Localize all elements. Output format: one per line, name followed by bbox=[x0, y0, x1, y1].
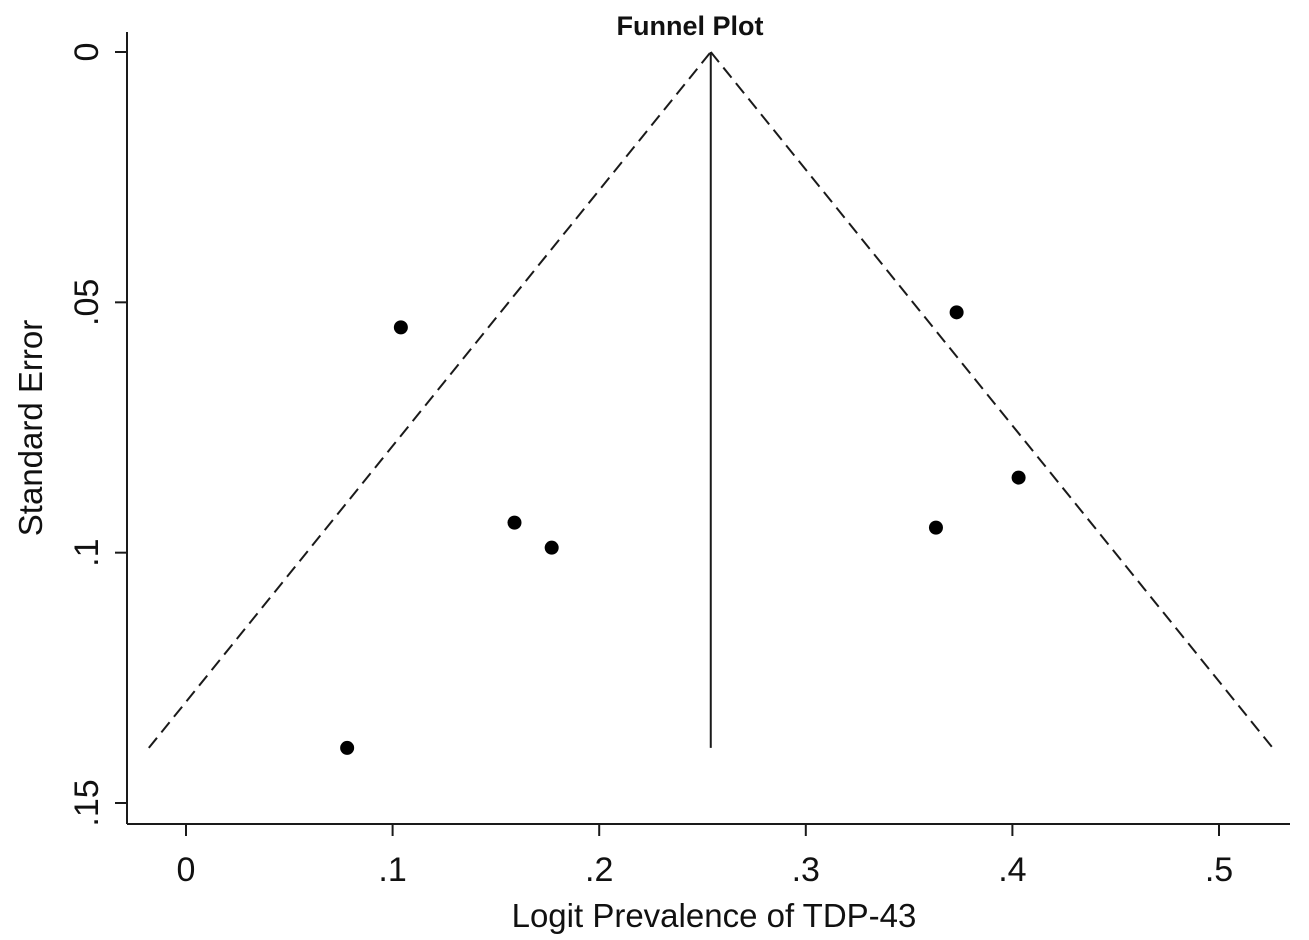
funnel-lines bbox=[148, 51, 1274, 749]
y-tick-label: .15 bbox=[68, 779, 106, 826]
x-tick-label: .2 bbox=[585, 851, 613, 889]
study-point bbox=[928, 520, 943, 535]
x-tick-label: 0 bbox=[177, 851, 196, 889]
x-tick-label: .4 bbox=[998, 851, 1026, 889]
study-point bbox=[507, 515, 522, 530]
funnel-right-limit bbox=[709, 51, 1274, 749]
y-tick-label: 0 bbox=[68, 43, 106, 62]
study-point bbox=[1011, 470, 1026, 485]
funnel-left-limit bbox=[148, 51, 712, 749]
ticks: 0 .1 .2 .3 .4 .5 0 .05 .1 .15 bbox=[68, 43, 1233, 889]
study-point bbox=[340, 740, 355, 755]
axes bbox=[126, 32, 1290, 825]
study-point bbox=[544, 540, 559, 555]
x-tick-label: .1 bbox=[378, 851, 406, 889]
study-point bbox=[393, 320, 408, 335]
plot-title: Funnel Plot bbox=[617, 11, 764, 41]
data-points bbox=[340, 305, 1026, 755]
y-axis-title: Standard Error bbox=[12, 320, 49, 536]
x-tick-label: .3 bbox=[792, 851, 820, 889]
y-tick-label: .1 bbox=[68, 538, 106, 566]
x-axis-title: Logit Prevalence of TDP-43 bbox=[512, 897, 917, 934]
x-tick-label: .5 bbox=[1205, 851, 1233, 889]
study-point bbox=[949, 305, 964, 320]
y-tick-label: .05 bbox=[68, 279, 106, 326]
